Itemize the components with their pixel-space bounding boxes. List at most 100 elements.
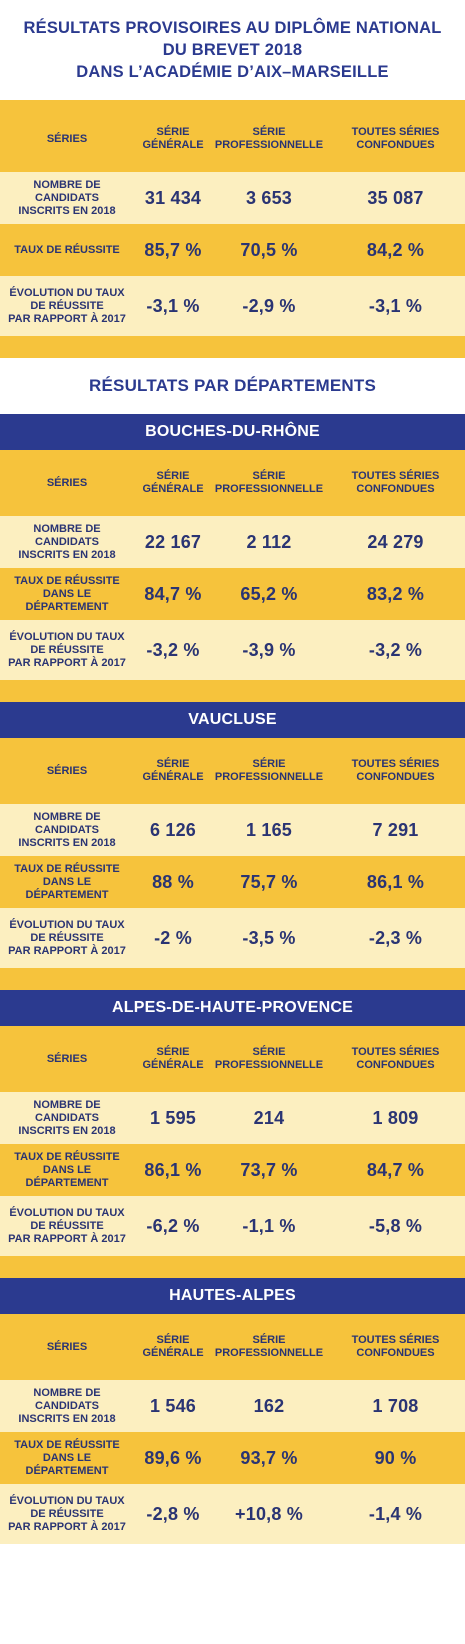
row-label: NOMBRE DE CANDIDATS INSCRITS EN 2018 [18, 810, 116, 849]
value-cell: 31 434 [144, 187, 202, 208]
value-cell: 2 112 [246, 531, 292, 552]
value-cell: -1,1 % [242, 1215, 296, 1236]
row-label: TAUX DE RÉUSSITE DANS LE DÉPARTEMENT [14, 1150, 120, 1189]
departments-section-title: RÉSULTATS PAR DÉPARTEMENTS [0, 358, 465, 414]
table-row: NOMBRE DE CANDIDATS INSCRITS EN 2018 1 54… [0, 1380, 465, 1432]
department-name: HAUTES-ALPES [0, 1278, 465, 1314]
value-cell: -2,3 % [368, 927, 423, 948]
department-name: VAUCLUSE [0, 702, 465, 738]
value-cell: 22 167 [144, 531, 202, 552]
value-cell: 1 708 [372, 1395, 419, 1416]
generale-header: SÉRIE GÉNÉRALE [142, 126, 204, 151]
row-label: ÉVOLUTION DU TAUX DE RÉUSSITE PAR RAPPORT … [8, 286, 126, 325]
table-row: NOMBRE DE CANDIDATS INSCRITS EN 2018 22 1… [0, 516, 465, 568]
table-row: ÉVOLUTION DU TAUX DE RÉUSSITE PAR RAPPORT … [0, 908, 465, 968]
table-row: ÉVOLUTION DU TAUX DE RÉUSSITE PAR RAPPORT … [0, 1196, 465, 1256]
value-cell: 162 [253, 1395, 285, 1416]
value-cell: 73,7 % [240, 1159, 298, 1180]
value-cell: -2,9 % [242, 295, 296, 316]
value-cell: -3,1 % [368, 295, 423, 316]
pro-header: SÉRIE PROFESSIONNELLE [214, 126, 324, 151]
value-cell: 93,7 % [240, 1447, 298, 1468]
all-header: TOUTES SÉRIES CONFONDUES [351, 1046, 440, 1071]
all-header: TOUTES SÉRIES CONFONDUES [351, 126, 440, 151]
series-header: SÉRIES [46, 476, 88, 489]
table-row: TAUX DE RÉUSSITE 85,7 % 70,5 % 84,2 % [0, 224, 465, 276]
table-row: TAUX DE RÉUSSITE DANS LE DÉPARTEMENT 88 %… [0, 856, 465, 908]
spacer [0, 968, 465, 990]
value-cell: 7 291 [372, 819, 419, 840]
value-cell: 89,6 % [144, 1447, 202, 1468]
table-row: TAUX DE RÉUSSITE DANS LE DÉPARTEMENT 86,1… [0, 1144, 465, 1196]
all-header: TOUTES SÉRIES CONFONDUES [351, 758, 440, 783]
academie-table: SÉRIES SÉRIE GÉNÉRALE SÉRIE PROFESSIONNELL… [0, 106, 465, 358]
value-cell: -3,1 % [146, 295, 200, 316]
spacer [0, 336, 465, 358]
row-label: NOMBRE DE CANDIDATS INSCRITS EN 2018 [18, 1386, 116, 1425]
value-cell: 1 595 [149, 1107, 197, 1128]
table-row: NOMBRE DE CANDIDATS INSCRITS EN 2018 6 12… [0, 804, 465, 856]
department-table: SÉRIES SÉRIE GÉNÉRALE SÉRIE PROFESSIONNELL… [0, 1314, 465, 1544]
row-label: TAUX DE RÉUSSITE DANS LE DÉPARTEMENT [14, 574, 120, 613]
value-cell: 84,2 % [366, 239, 425, 260]
table-header-row: SÉRIES SÉRIE GÉNÉRALE SÉRIE PROFESSIONNELL… [0, 1026, 465, 1092]
value-cell: 85,7 % [144, 239, 202, 260]
value-cell: 1 546 [149, 1395, 197, 1416]
value-cell: 1 809 [372, 1107, 419, 1128]
value-cell: 214 [253, 1107, 285, 1128]
row-label: ÉVOLUTION DU TAUX DE RÉUSSITE PAR RAPPORT … [8, 630, 126, 669]
spacer [0, 1256, 465, 1278]
series-header: SÉRIES [46, 1340, 88, 1353]
departments-list: BOUCHES-DU-RHÔNE SÉRIES SÉRIE GÉNÉRALE SÉ… [0, 414, 465, 1544]
value-cell: -2 % [154, 927, 192, 948]
department-name: ALPES-DE-HAUTE-PROVENCE [0, 990, 465, 1026]
main-title: RÉSULTATS PROVISOIRES AU DIPLÔME NATIONA… [0, 0, 465, 106]
value-cell: 90 % [374, 1447, 417, 1468]
value-cell: 6 126 [149, 819, 197, 840]
spacer [0, 680, 465, 702]
row-label: NOMBRE DE CANDIDATS INSCRITS EN 2018 [18, 178, 116, 217]
value-cell: 65,2 % [240, 583, 298, 604]
value-cell: -3,2 % [146, 639, 200, 660]
department-table: SÉRIES SÉRIE GÉNÉRALE SÉRIE PROFESSIONNELL… [0, 450, 465, 702]
department-block: ALPES-DE-HAUTE-PROVENCE SÉRIES SÉRIE GÉNÉ… [0, 990, 465, 1278]
table-row: ÉVOLUTION DU TAUX DE RÉUSSITE PAR RAPPORT … [0, 1484, 465, 1544]
generale-header: SÉRIE GÉNÉRALE [142, 1334, 204, 1359]
all-header: TOUTES SÉRIES CONFONDUES [351, 470, 440, 495]
row-label: TAUX DE RÉUSSITE DANS LE DÉPARTEMENT [14, 862, 120, 901]
table-header-row: SÉRIES SÉRIE GÉNÉRALE SÉRIE PROFESSIONNELL… [0, 450, 465, 516]
pro-header: SÉRIE PROFESSIONNELLE [214, 1334, 324, 1359]
value-cell: -6,2 % [146, 1215, 200, 1236]
table-row: ÉVOLUTION DU TAUX DE RÉUSSITE PAR RAPPORT … [0, 276, 465, 336]
value-cell: -3,9 % [242, 639, 296, 660]
value-cell: 70,5 % [240, 239, 298, 260]
series-header: SÉRIES [46, 132, 88, 145]
value-cell: +10,8 % [235, 1503, 303, 1524]
value-cell: 86,1 % [144, 1159, 202, 1180]
table-row: TAUX DE RÉUSSITE DANS LE DÉPARTEMENT 84,7… [0, 568, 465, 620]
row-label: ÉVOLUTION DU TAUX DE RÉUSSITE PAR RAPPORT … [8, 918, 126, 957]
row-label: ÉVOLUTION DU TAUX DE RÉUSSITE PAR RAPPORT … [8, 1206, 126, 1245]
department-table: SÉRIES SÉRIE GÉNÉRALE SÉRIE PROFESSIONNELL… [0, 1026, 465, 1278]
row-label: NOMBRE DE CANDIDATS INSCRITS EN 2018 [18, 522, 116, 561]
generale-header: SÉRIE GÉNÉRALE [142, 758, 204, 783]
row-label: TAUX DE RÉUSSITE DANS LE DÉPARTEMENT [14, 1438, 120, 1477]
row-label: ÉVOLUTION DU TAUX DE RÉUSSITE PAR RAPPORT … [8, 1494, 126, 1533]
all-header: TOUTES SÉRIES CONFONDUES [351, 1334, 440, 1359]
series-header: SÉRIES [46, 764, 88, 777]
value-cell: 84,7 % [366, 1159, 425, 1180]
value-cell: 35 087 [367, 187, 424, 208]
table-header-row: SÉRIES SÉRIE GÉNÉRALE SÉRIE PROFESSIONNELL… [0, 738, 465, 804]
series-header: SÉRIES [46, 1052, 88, 1065]
table-header-row: SÉRIES SÉRIE GÉNÉRALE SÉRIE PROFESSIONNELL… [0, 106, 465, 172]
value-cell: 88 % [152, 871, 194, 892]
title-line-2: DU BREVET 2018 [162, 41, 303, 59]
value-cell: -2,8 % [146, 1503, 200, 1524]
value-cell: -3,2 % [368, 639, 423, 660]
title-line-3: DANS L’ACADÉMIE D’AIX–MARSEILLE [76, 63, 389, 81]
pro-header: SÉRIE PROFESSIONNELLE [214, 758, 324, 783]
pro-header: SÉRIE PROFESSIONNELLE [214, 470, 324, 495]
value-cell: 84,7 % [144, 583, 202, 604]
value-cell: 3 653 [245, 187, 293, 208]
